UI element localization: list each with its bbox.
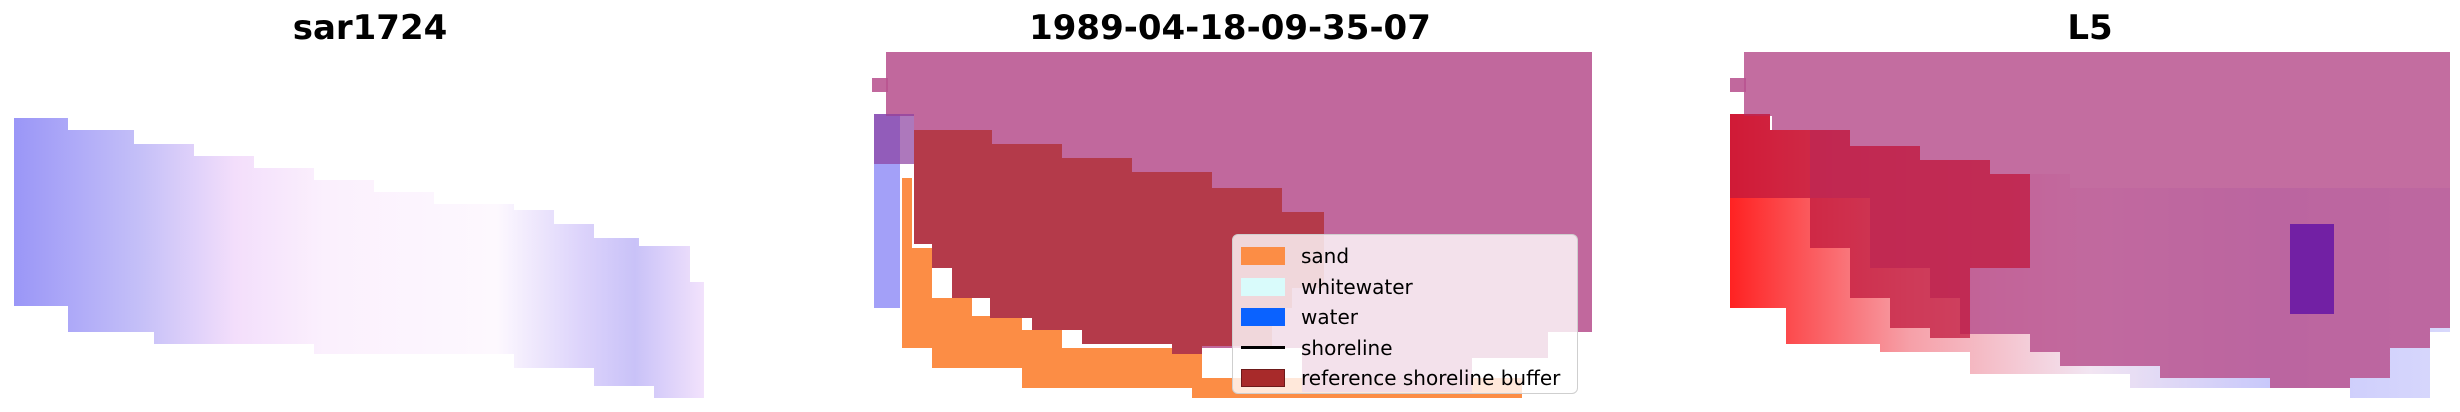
buffer-region bbox=[914, 130, 1324, 354]
shoreline-line bbox=[1241, 346, 1285, 350]
legend-item-sand: sand bbox=[1241, 241, 1577, 272]
whitewater-swatch bbox=[1241, 277, 1285, 296]
panel-title-sar: sar1724 bbox=[292, 8, 448, 48]
sar-image bbox=[14, 48, 704, 408]
sand-swatch bbox=[1241, 247, 1285, 266]
sar-raster bbox=[14, 118, 704, 398]
l5-image bbox=[1730, 48, 2450, 408]
legend-label: sand bbox=[1301, 244, 1350, 269]
l5-dark-spot bbox=[2290, 224, 2334, 314]
l5-buffer-overlay bbox=[1744, 52, 2450, 388]
legend-item-shoreline: shoreline bbox=[1241, 333, 1577, 364]
legend-label: water bbox=[1301, 305, 1358, 330]
legend-item-buffer: reference shoreline buffer bbox=[1241, 363, 1577, 394]
legend: sand whitewater water shoreline referenc… bbox=[1232, 234, 1578, 394]
legend-item-whitewater: whitewater bbox=[1241, 272, 1577, 303]
panel-title-classification: 1989-04-18-09-35-07 bbox=[1029, 8, 1431, 48]
legend-label: whitewater bbox=[1301, 274, 1413, 299]
sand-region bbox=[902, 178, 1522, 398]
legend-item-water: water bbox=[1241, 302, 1577, 333]
panel-title-l5: L5 bbox=[2067, 8, 2113, 48]
buffer-swatch bbox=[1241, 369, 1285, 388]
water-swatch bbox=[1241, 308, 1285, 327]
legend-label: reference shoreline buffer bbox=[1301, 366, 1561, 391]
l5-red-band bbox=[1730, 114, 2030, 338]
legend-label: shoreline bbox=[1301, 335, 1393, 360]
